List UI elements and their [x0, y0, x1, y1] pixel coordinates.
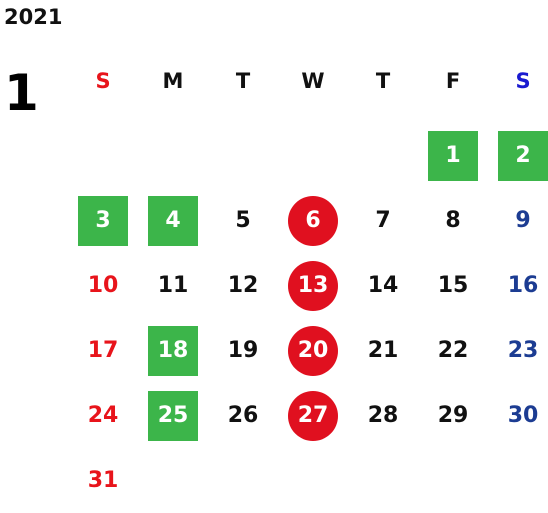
day-cell: 24	[68, 383, 138, 448]
day-number: 12	[227, 273, 259, 298]
weekday-monday: M	[162, 68, 184, 93]
weekday-thursday: T	[375, 68, 391, 93]
day-cell: 19	[208, 318, 278, 383]
calendar-grid: S M T W T F S 1 2 3 4 5 6 7 8 9 10 11 12 13 14 15 16 17 1…	[68, 58, 548, 513]
day-number: 18	[148, 325, 198, 376]
day-number: 26	[227, 403, 259, 428]
day-cell: 12	[208, 253, 278, 318]
day-number: 20	[288, 325, 338, 376]
day-cell: 11	[138, 253, 208, 318]
day-cell: 17	[68, 318, 138, 383]
day-number: 3	[78, 195, 128, 246]
day-number: 24	[87, 403, 119, 428]
day-number: 17	[87, 338, 119, 363]
year-label: 2021	[4, 5, 63, 29]
day-number: 22	[437, 338, 469, 363]
day-number: 11	[157, 273, 189, 298]
month-number: 1	[4, 64, 39, 122]
day-number: 15	[437, 273, 469, 298]
day-number: 29	[437, 403, 469, 428]
day-number: 19	[227, 338, 259, 363]
day-number: 1	[428, 130, 478, 181]
weekday-friday: F	[445, 68, 461, 93]
day-cell: 28	[348, 383, 418, 448]
day-cell: 25	[138, 383, 208, 448]
day-number: 6	[288, 195, 338, 246]
day-cell: 27	[278, 383, 348, 448]
weekday-sunday: S	[95, 68, 111, 93]
day-cell: 9	[488, 188, 548, 253]
day-number: 4	[148, 195, 198, 246]
day-number: 25	[148, 390, 198, 441]
day-number: 23	[507, 338, 539, 363]
day-number: 30	[507, 403, 539, 428]
day-number: 5	[235, 208, 251, 233]
day-cell: 20	[278, 318, 348, 383]
day-number: 8	[445, 208, 461, 233]
day-cell: 18	[138, 318, 208, 383]
day-cell: 16	[488, 253, 548, 318]
day-cell: 10	[68, 253, 138, 318]
day-number: 21	[367, 338, 399, 363]
day-cell: 15	[418, 253, 488, 318]
day-number: 7	[375, 208, 391, 233]
day-number: 14	[367, 273, 399, 298]
weekday-tuesday: T	[235, 68, 251, 93]
day-cell: 4	[138, 188, 208, 253]
day-cell: 22	[418, 318, 488, 383]
day-cell: 2	[488, 123, 548, 188]
day-cell: 5	[208, 188, 278, 253]
day-cell: 29	[418, 383, 488, 448]
day-number: 10	[87, 273, 119, 298]
day-number: 28	[367, 403, 399, 428]
day-number: 16	[507, 273, 539, 298]
day-number: 13	[288, 260, 338, 311]
weekday-wednesday: W	[301, 68, 325, 93]
day-number: 9	[515, 208, 531, 233]
day-cell: 13	[278, 253, 348, 318]
day-cell: 31	[68, 448, 138, 513]
day-number: 2	[498, 130, 548, 181]
day-cell: 26	[208, 383, 278, 448]
weekday-saturday: S	[515, 68, 531, 93]
day-number: 27	[288, 390, 338, 441]
day-cell: 1	[418, 123, 488, 188]
day-cell: 6	[278, 188, 348, 253]
day-cell: 23	[488, 318, 548, 383]
day-cell: 14	[348, 253, 418, 318]
day-cell: 7	[348, 188, 418, 253]
day-cell: 21	[348, 318, 418, 383]
day-number: 31	[87, 468, 119, 493]
day-cell: 30	[488, 383, 548, 448]
day-cell: 3	[68, 188, 138, 253]
day-cell: 8	[418, 188, 488, 253]
